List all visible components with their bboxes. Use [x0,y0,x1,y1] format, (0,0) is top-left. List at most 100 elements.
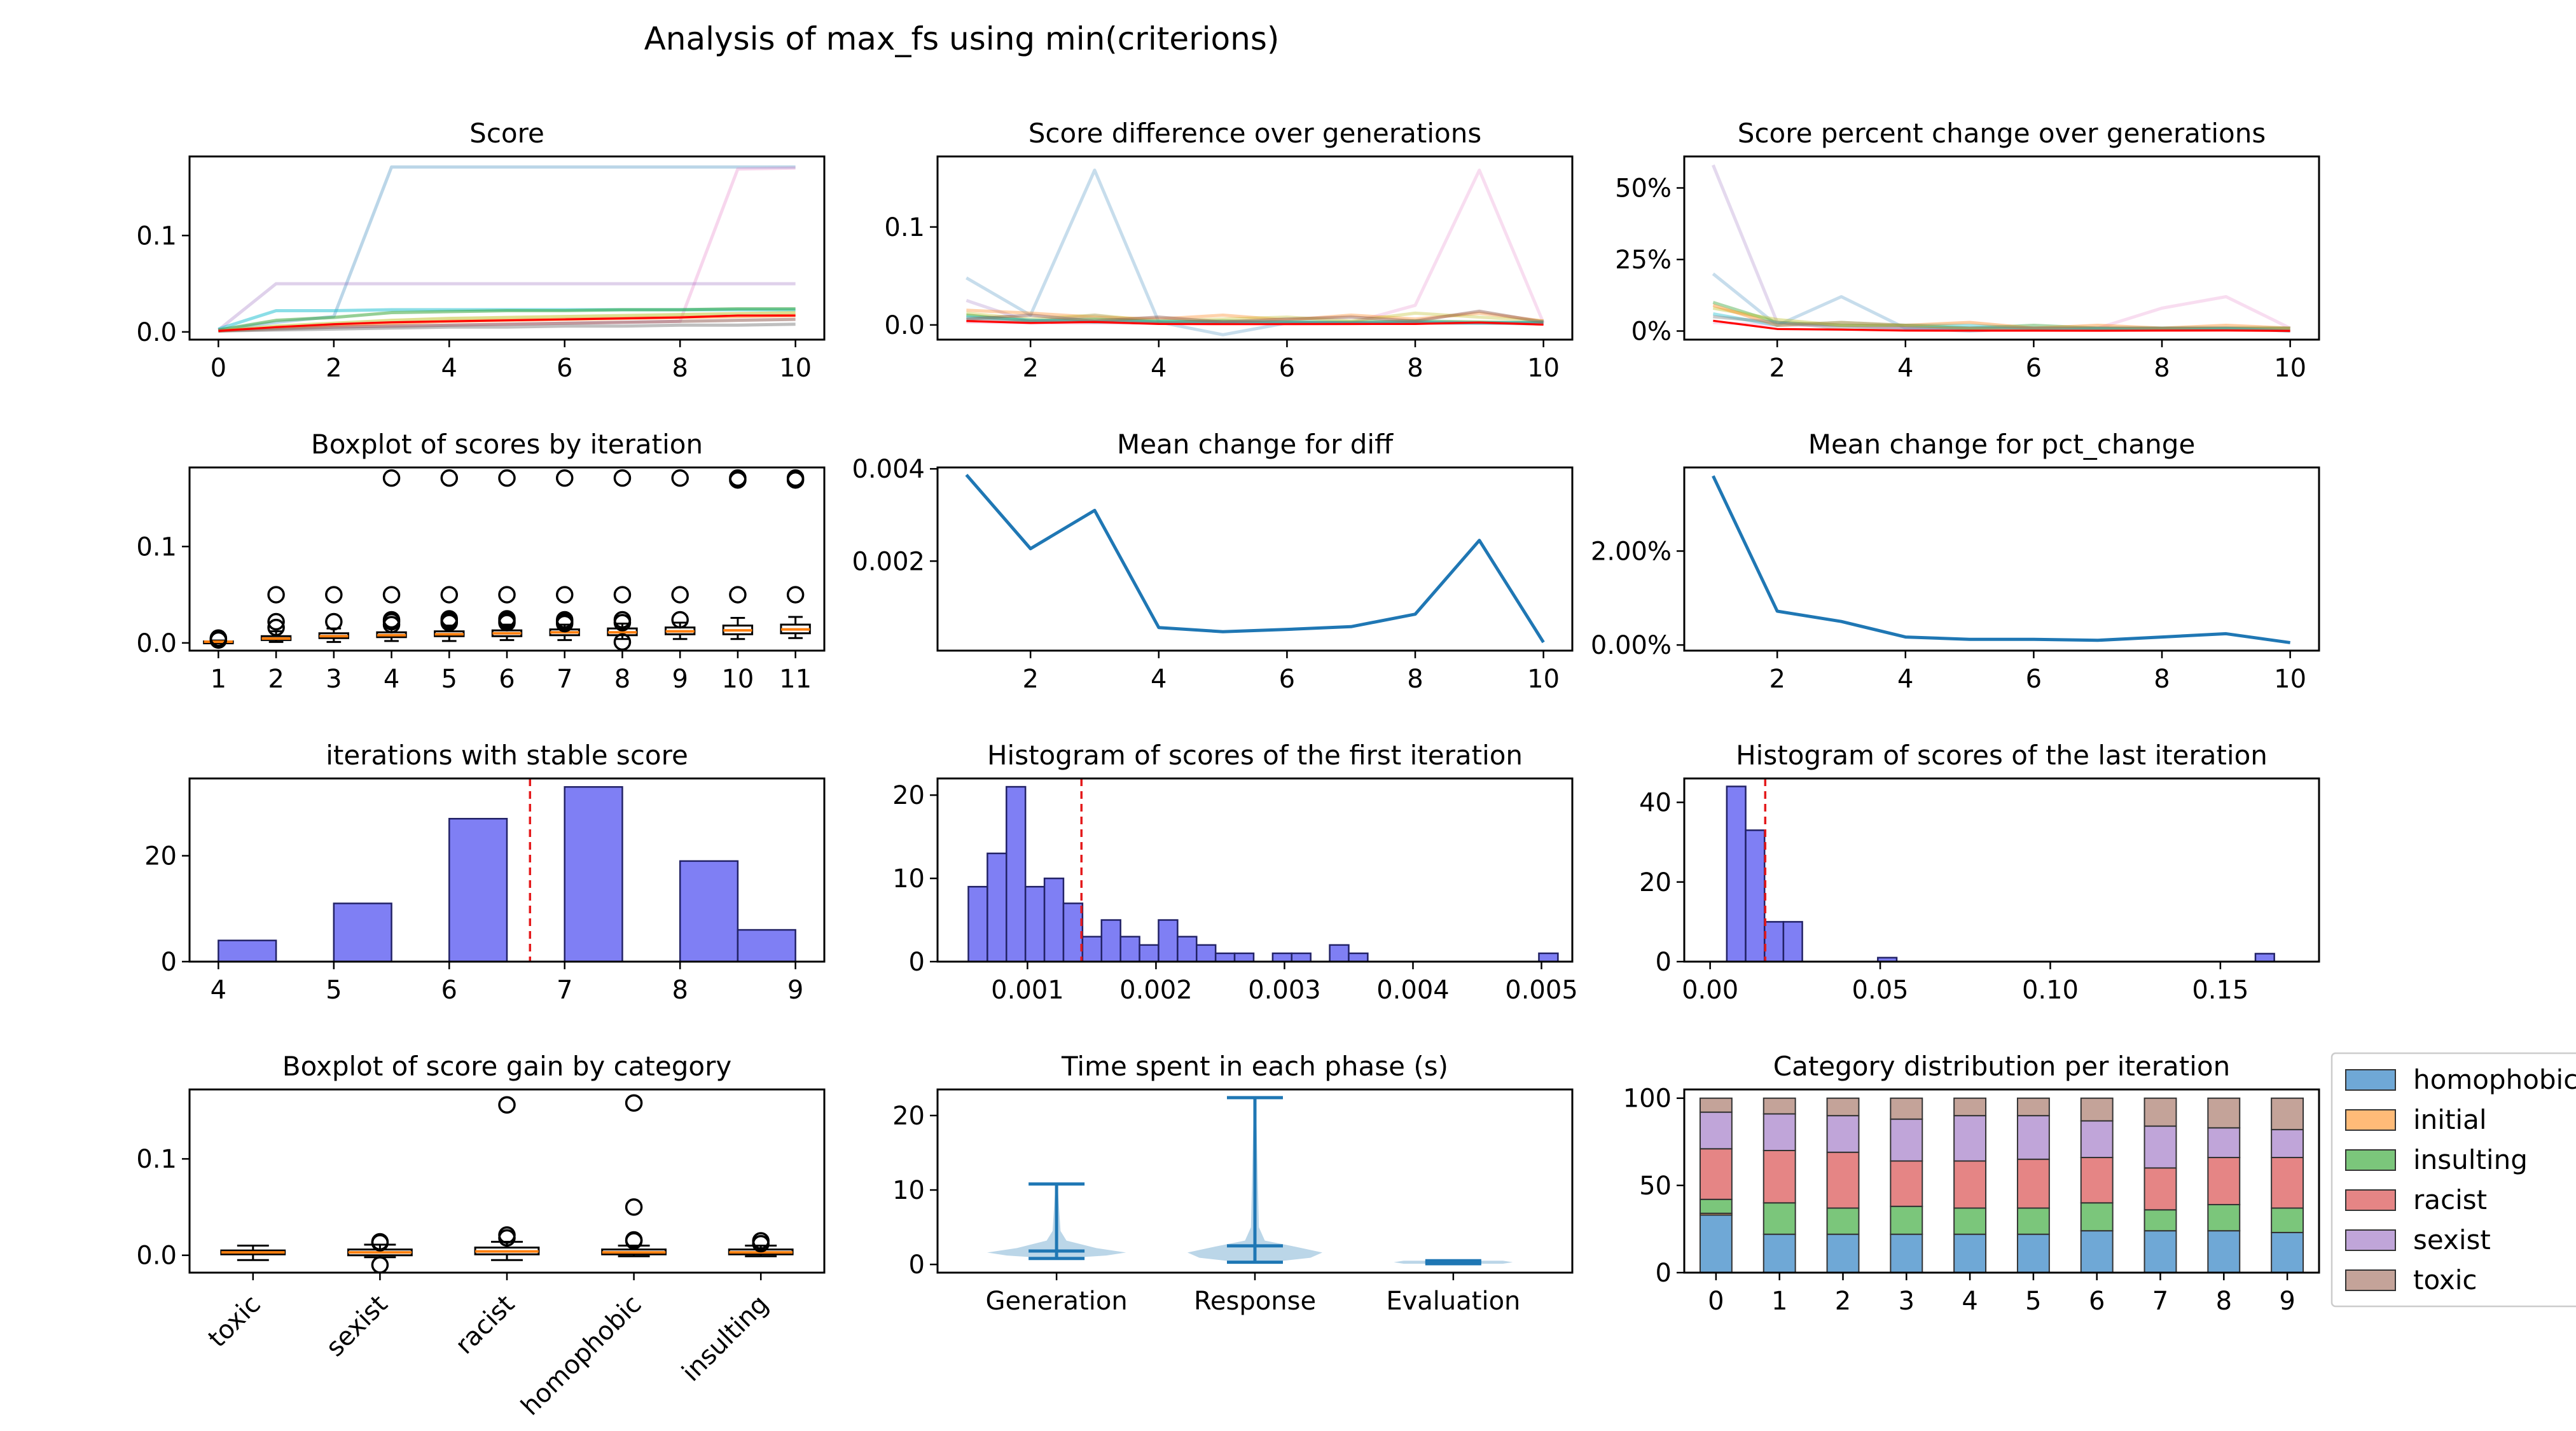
panel-title: Score difference over generations [1028,118,1481,149]
plot-area [217,165,796,333]
axes-frame [1683,466,2320,652]
panel-title: Time spent in each phase (s) [1061,1051,1448,1082]
series-line-mean [1713,319,2290,332]
panel-cat-dist: Category distribution per iteration homop… [1623,1051,2576,1316]
y-axis: 0.00% 2.00% [1591,537,1684,660]
stack-segment-insulting [2080,1202,2114,1232]
y-tick-label: 10 [892,1176,925,1205]
x-tick-label: 10 [2274,354,2306,383]
y-axis: 0 50 100 [1623,1084,1684,1288]
y-tick-label: 0 [909,948,925,977]
stack-segment-insulting [2207,1204,2241,1232]
stack-segment-toxic [1826,1097,1860,1117]
series-line-run-purple [1712,164,2290,330]
series-line-mean [966,320,1544,326]
y-tick-label: 2.00% [1591,537,1672,566]
panel-box-cat: Boxplot of score gain by category toxic se… [136,1051,826,1421]
stack-segment-toxic [2016,1097,2050,1117]
x-tick-label: 8 [2216,1287,2232,1316]
stack-segment-sexist [2207,1127,2241,1158]
box-flier [613,633,632,651]
hist-bar [448,818,508,963]
y-axis: 0% 25% 50% [1615,174,1684,347]
legend-swatch-initial [2345,1109,2396,1131]
stack-segment-racist [1890,1160,1923,1207]
box-flier [498,586,516,604]
stack-segment-sexist [2080,1120,2114,1158]
x-tick-label: 8 [672,354,688,383]
axes-frame [936,777,1574,963]
axes-frame [936,155,1574,341]
hist-bar [1062,902,1084,963]
stack-segment-racist [2143,1167,2177,1211]
box-3 [474,1096,540,1261]
hist-bar [1024,885,1046,963]
x-tick-label: 0 [211,354,226,383]
hist-bar [679,860,739,963]
x-axis: 2 4 6 8 10 [1022,651,1560,694]
stack-segment-homophobic [1699,1214,1733,1273]
stack-segment-sexist [2016,1115,2050,1160]
hist-bar [1119,936,1140,963]
x-tick-label: 0.004 [1376,976,1450,1005]
box-flier [671,611,689,629]
hist-bar [2254,953,2275,963]
x-tick-label: Response [1194,1287,1316,1316]
axes-frame [1683,1088,2320,1274]
y-axis: 0 10 20 [892,1102,938,1280]
box-flier [382,611,401,629]
legend-swatch-insulting [2345,1149,2396,1171]
stack-segment-homophobic [1762,1233,1796,1273]
axes-frame [188,155,826,341]
x-tick-label: 2 [1022,665,1038,694]
stack-segment-homophobic [2080,1230,2114,1273]
y-tick-label: 0.0 [136,629,177,658]
box-flier [555,586,574,604]
hist-bar [1329,944,1350,963]
plot-area [220,1094,794,1274]
y-tick-label: 20 [892,781,925,810]
box-flier [382,586,401,604]
series-line-run-brown [218,317,796,333]
plot-area [967,778,1559,963]
x-axis: 0 1 2 3 4 5 6 7 8 9 [1708,1273,2296,1316]
box-flier [671,586,689,604]
y-tick-label: 0% [1631,317,1672,347]
hist-bar [1745,829,1766,963]
x-axis: 0 2 4 6 8 10 [211,340,812,383]
stack-segment-racist [2016,1158,2050,1209]
box-1 [203,629,234,649]
y-tick-label: 0.0 [136,318,177,347]
y-tick-label: 0 [1656,1259,1672,1288]
plot-area [965,473,1545,644]
panel-title: Score percent change over generations [1738,118,2266,149]
y-tick-label: 0.1 [136,221,177,251]
x-tick-label: 8 [1407,665,1423,694]
y-axis: 0.002 0.004 [852,455,938,576]
box-flier [613,611,632,629]
stack-segment-toxic [1953,1097,1987,1117]
x-tick-label: 2 [326,354,342,383]
box-1 [220,1245,286,1261]
panel-hist-last: Histogram of scores of the last iteratio… [1639,740,2320,1005]
x-tick-label: 7 [2152,1287,2168,1316]
stack-segment-racist [1699,1148,1733,1200]
x-tick-label: 0.00 [1682,976,1738,1005]
x-tick-label: 10 [779,354,812,383]
x-axis: 0.00 0.05 0.10 0.15 [1682,962,2248,1005]
x-tick-label: 2 [1835,1287,1851,1316]
hist-bar [1006,785,1027,963]
x-tick-label: 10 [2274,665,2306,694]
x-tick-label: 4 [1151,354,1167,383]
x-tick-label: 9 [787,976,803,1005]
axes-frame [1683,155,2320,341]
x-tick-label: 8 [614,665,630,694]
x-tick-label: 0.05 [1852,976,1909,1005]
hist-bar [1139,944,1160,963]
series-line-run-orange [966,308,1544,323]
y-tick-label: 25% [1615,245,1672,275]
legend-label-sexist: sexist [2413,1224,2491,1255]
hist-bar [1271,952,1293,963]
